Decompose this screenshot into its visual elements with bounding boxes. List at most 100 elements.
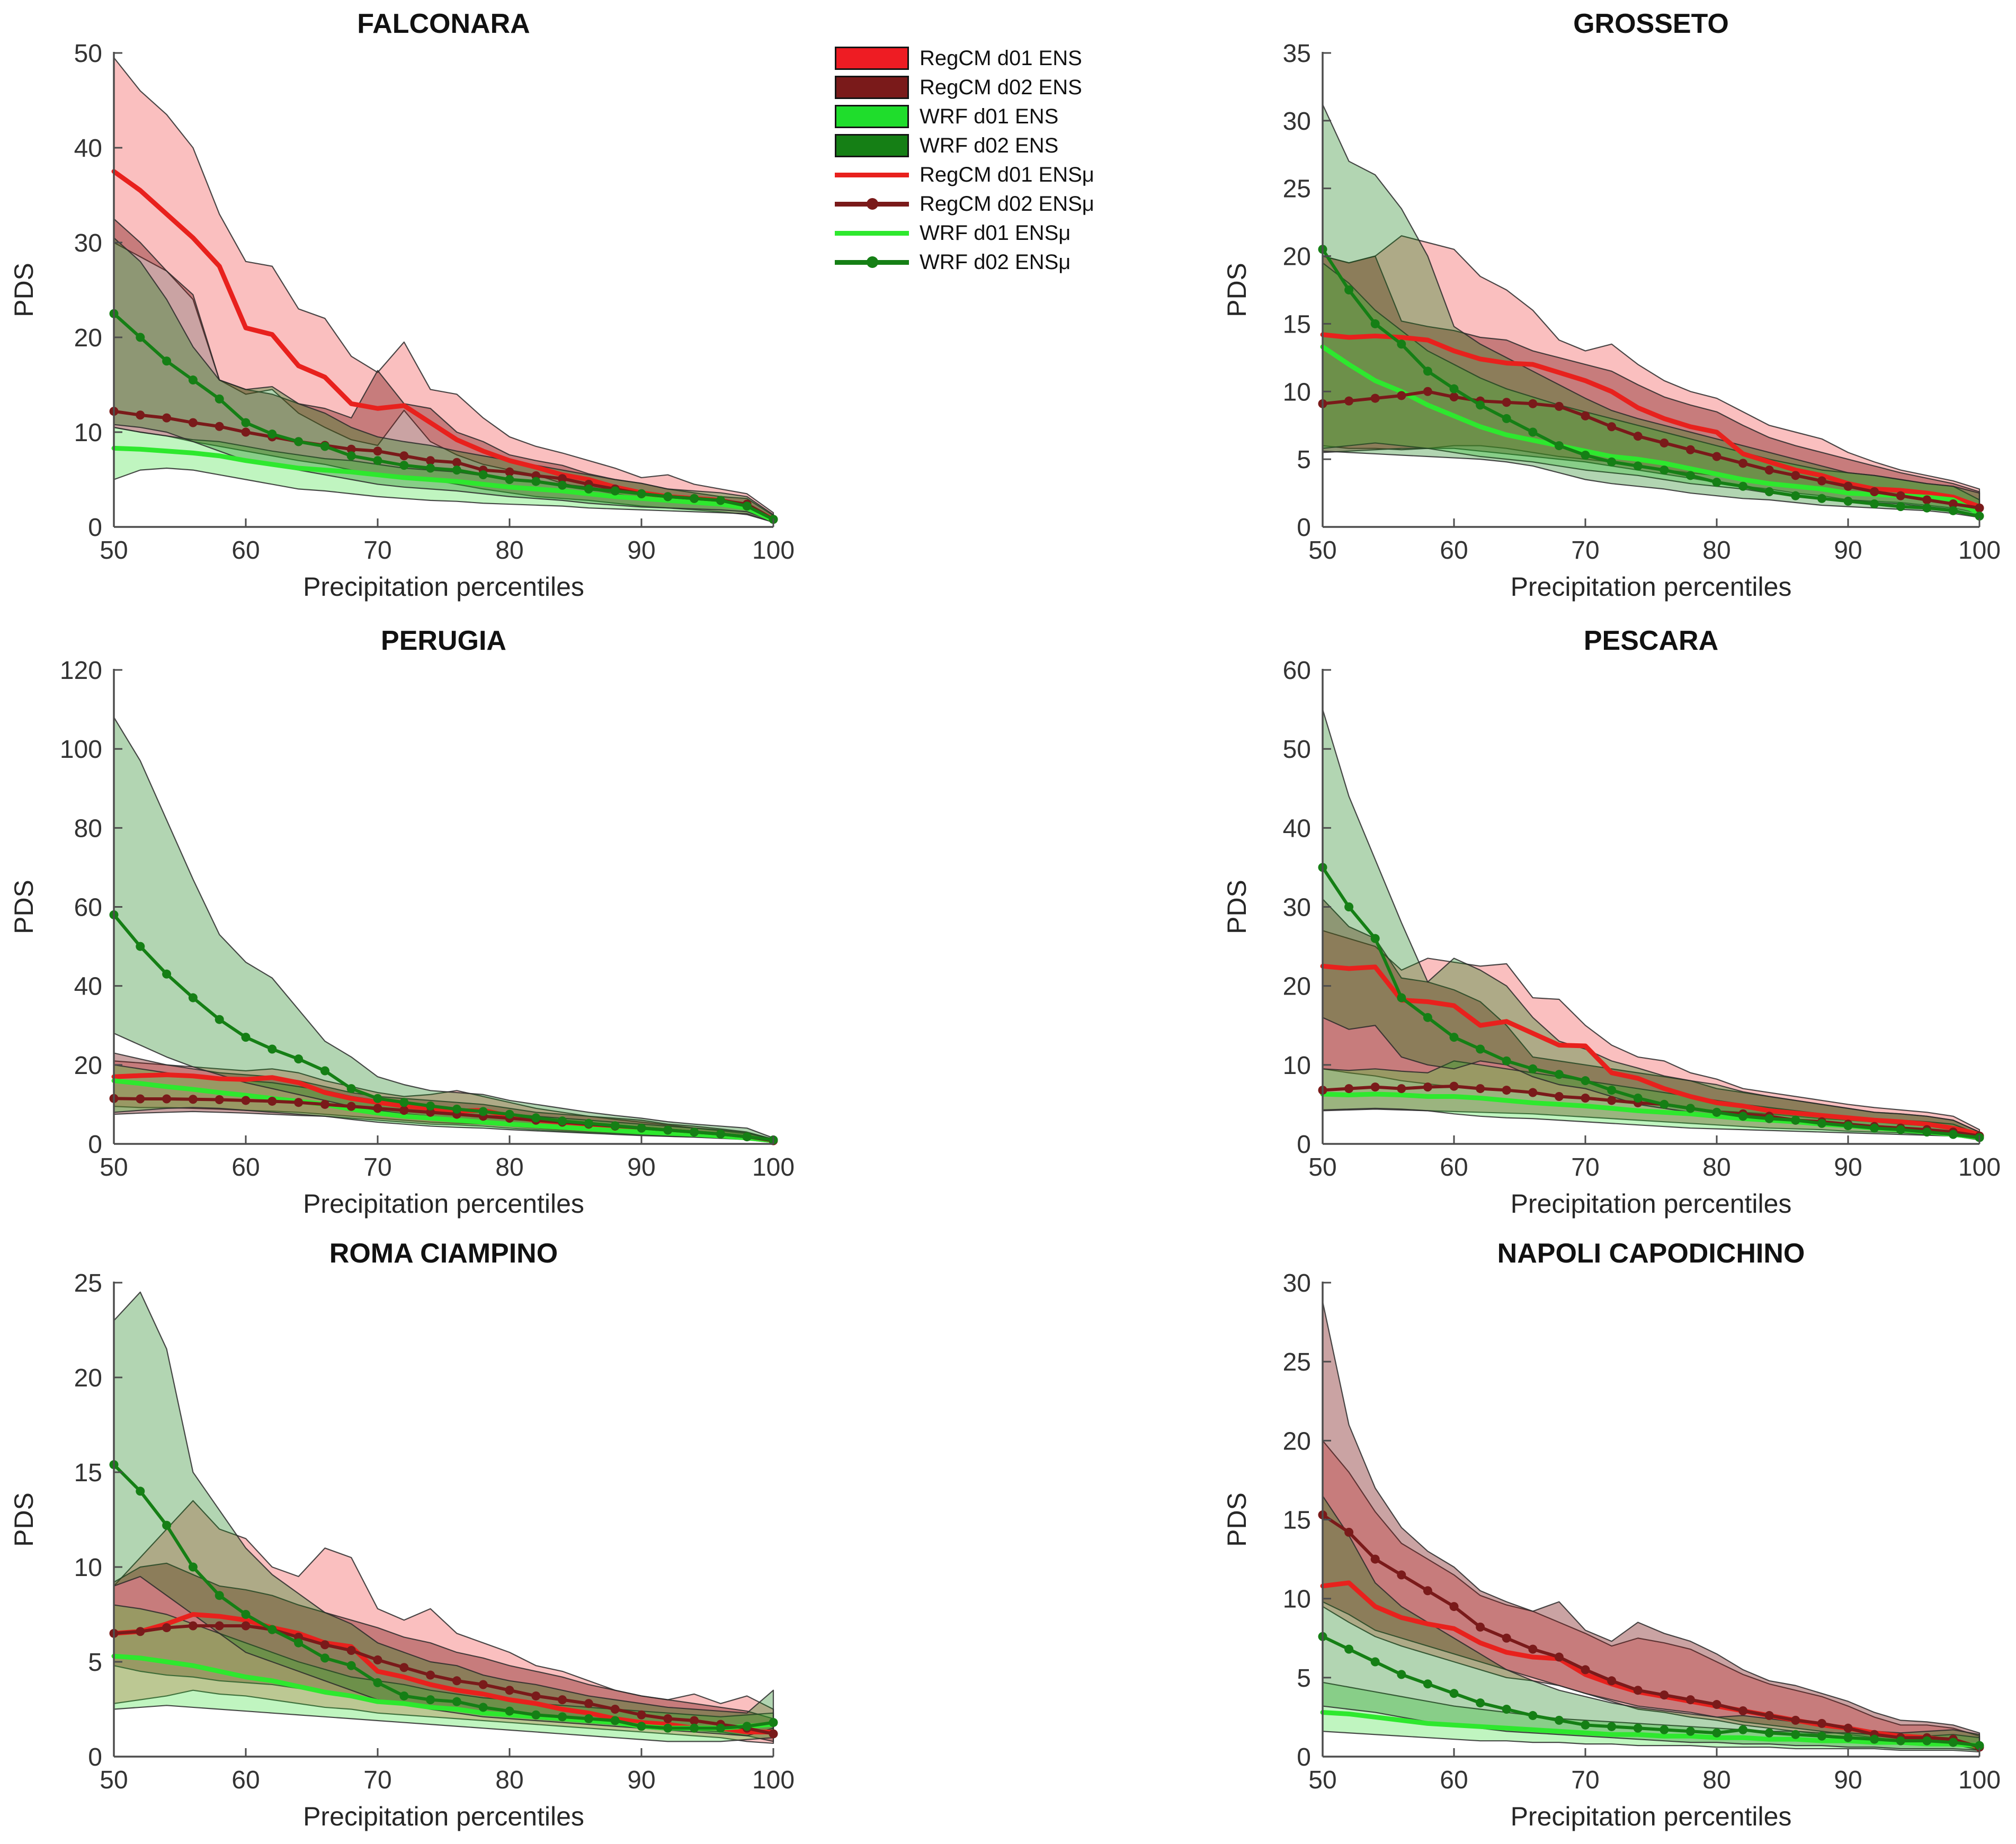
- marker-wrf-d02-ens-: [663, 1125, 673, 1135]
- chart-title: PERUGIA: [381, 625, 506, 656]
- marker-wrf-d02-ens-: [1528, 427, 1538, 437]
- x-tick-label: 90: [1834, 1766, 1862, 1794]
- marker-wrf-d02-ens-: [690, 1723, 699, 1733]
- x-tick-label: 70: [1571, 536, 1599, 565]
- y-tick-label: 30: [1283, 894, 1311, 922]
- x-tick-label: 70: [363, 536, 391, 565]
- marker-wrf-d02-ens-: [1870, 499, 1879, 509]
- x-tick-label: 50: [100, 536, 128, 565]
- marker-regcm-d02-ens-: [188, 1095, 198, 1104]
- marker-regcm-d02-ens-: [346, 1102, 356, 1111]
- y-axis-label: PDS: [1222, 880, 1252, 934]
- marker-wrf-d02-ens-: [531, 1113, 541, 1123]
- marker-wrf-d02-ens-: [531, 1710, 541, 1720]
- marker-wrf-d02-ens-: [1476, 1698, 1485, 1708]
- marker-regcm-d02-ens-: [162, 413, 172, 423]
- marker-regcm-d02-ens-: [1370, 1082, 1380, 1092]
- marker-wrf-d02-ens-: [558, 1712, 567, 1722]
- marker-wrf-d02-ens-: [399, 1691, 409, 1700]
- marker-wrf-d02-ens-: [346, 1084, 356, 1094]
- marker-regcm-d02-ens-: [452, 458, 461, 467]
- marker-regcm-d02-ens-: [1660, 1690, 1669, 1700]
- marker-wrf-d02-ens-: [188, 993, 198, 1002]
- marker-wrf-d02-ens-: [1476, 400, 1485, 410]
- marker-wrf-d02-ens-: [637, 489, 646, 498]
- marker-regcm-d02-ens-: [505, 1686, 514, 1695]
- y-tick-label: 50: [74, 40, 102, 68]
- marker-wrf-d02-ens-: [1843, 1121, 1853, 1131]
- legend-swatch-regcm-d01-ens-: [835, 163, 909, 186]
- marker-wrf-d02-ens-: [742, 1722, 752, 1731]
- legend-label: WRF d02 ENSμ: [920, 250, 1071, 274]
- x-tick-label: 80: [1702, 1153, 1730, 1181]
- y-axis-label: PDS: [9, 880, 39, 934]
- marker-wrf-d02-ens-: [399, 461, 409, 470]
- marker-wrf-d02-ens-: [584, 1118, 593, 1128]
- marker-wrf-d02-ens-: [584, 1714, 593, 1723]
- line-wrf-d01-ens-: [111, 445, 776, 523]
- marker-wrf-d02-ens-: [1843, 496, 1853, 506]
- marker-regcm-d02-ens-: [399, 451, 409, 461]
- legend-line-icon: [835, 173, 909, 177]
- marker-wrf-d02-ens-: [373, 1678, 382, 1687]
- marker-wrf-d02-ens-: [1712, 1728, 1721, 1738]
- x-tick-label: 70: [363, 1153, 391, 1181]
- marker-wrf-d02-ens-: [136, 1487, 145, 1496]
- legend-patch-icon: [835, 105, 909, 128]
- chart-pescara: 50 60 70 80 90 100 0 10 20 30 40 50 60 PESCARA Precipi…: [1222, 625, 2001, 1219]
- x-tick-label: 100: [1958, 1153, 2001, 1181]
- legend-patch-icon: [835, 134, 909, 157]
- x-tick-label: 60: [231, 1766, 260, 1794]
- marker-wrf-d02-ens-: [346, 451, 356, 461]
- marker-wrf-d02-ens-: [136, 333, 145, 342]
- marker-wrf-d02-ens-: [1528, 1711, 1538, 1720]
- marker-wrf-d02-ens-: [1502, 1705, 1511, 1714]
- band-wrf-d02-ens: [113, 1291, 774, 1736]
- legend-swatch-regcm-d01-ens: [835, 47, 909, 70]
- marker-wrf-d02-ens-: [452, 1104, 461, 1114]
- marker-wrf-d02-ens-: [1502, 414, 1511, 423]
- marker-wrf-d02-ens-: [320, 1066, 329, 1076]
- marker-wrf-d02-ens-: [1528, 1064, 1538, 1073]
- marker-wrf-d02-ens-: [769, 1718, 778, 1727]
- marker-regcm-d02-ens-: [162, 1094, 172, 1104]
- legend-label: WRF d02 ENS: [920, 133, 1059, 157]
- y-tick-label: 60: [74, 894, 102, 922]
- legend-item: RegCM d02 ENSμ: [835, 192, 1131, 216]
- marker-wrf-d02-ens-: [1423, 1013, 1432, 1022]
- y-tick-label: 0: [1297, 514, 1311, 542]
- chart-title: NAPOLI CAPODICHINO: [1497, 1238, 1805, 1269]
- marker-regcm-d02-ens-: [1791, 471, 1800, 480]
- line-regcm-d01-ens-: [1320, 963, 1982, 1137]
- marker-wrf-d02-ens-: [294, 437, 304, 446]
- marker-wrf-d02-ens-: [1423, 1679, 1432, 1689]
- marker-regcm-d02-ens-: [1397, 1084, 1406, 1094]
- legend-label: RegCM d01 ENS: [920, 46, 1082, 70]
- line-wrf-d01-ens-: [111, 1078, 776, 1143]
- y-tick-label: 10: [1283, 1052, 1311, 1080]
- y-tick-label: 40: [1283, 814, 1311, 843]
- marker-regcm-d02-ens-: [1397, 391, 1406, 400]
- y-axis-label: PDS: [9, 263, 39, 317]
- marker-wrf-d02-ens-: [690, 1127, 699, 1137]
- marker-regcm-d02-ens-: [1370, 393, 1380, 403]
- marker-regcm-d02-ens-: [1870, 487, 1879, 497]
- y-tick-label: 30: [1283, 1269, 1311, 1297]
- y-tick-label: 20: [1283, 973, 1311, 1001]
- x-tick-label: 50: [1308, 536, 1336, 565]
- marker-regcm-d02-ens-: [346, 444, 356, 454]
- x-tick-label: 100: [1958, 1766, 2001, 1794]
- marker-wrf-d02-ens-: [1423, 366, 1432, 376]
- marker-regcm-d02-ens-: [136, 410, 145, 420]
- y-tick-label: 30: [1283, 108, 1311, 136]
- y-tick-label: 0: [88, 1131, 102, 1159]
- legend-patch-icon: [835, 76, 909, 99]
- y-tick-label: 40: [74, 135, 102, 163]
- marker-wrf-d02-ens-: [637, 1722, 646, 1731]
- x-tick-label: 60: [1440, 1766, 1468, 1794]
- marker-wrf-d02-ens-: [320, 1653, 329, 1663]
- y-tick-label: 0: [88, 1743, 102, 1771]
- y-tick-label: 0: [1297, 1743, 1311, 1771]
- marker-wrf-d02-ens-: [505, 1109, 514, 1119]
